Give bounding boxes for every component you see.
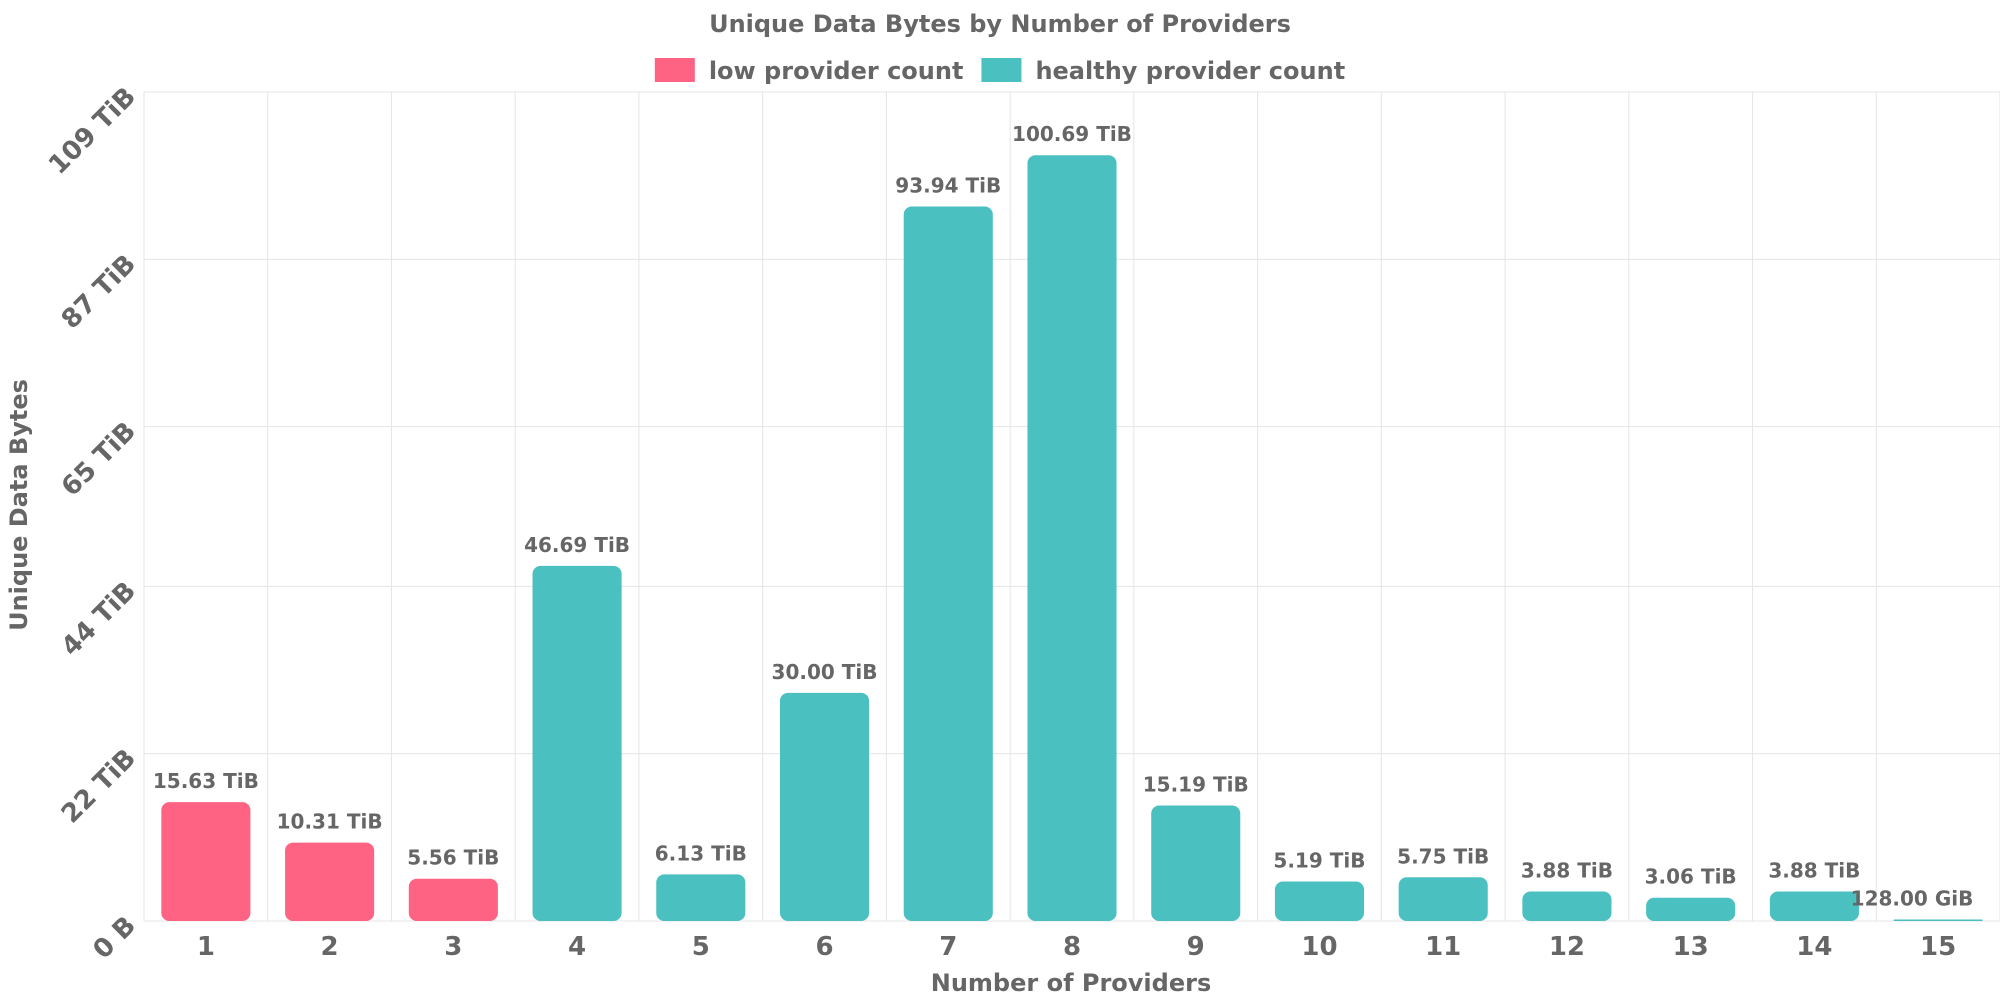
bars [161,155,1983,922]
y-axis-title: Unique Data Bytes [5,379,33,631]
bar [656,874,746,921]
bar [1151,805,1241,921]
bar [285,842,375,921]
data-label: 46.69 TiB [524,533,630,557]
legend: low provider count healthy provider count [654,57,1345,85]
data-label: 3.06 TiB [1645,865,1737,889]
x-tick-label: 13 [1673,932,1709,962]
x-tick-label: 12 [1549,932,1585,962]
data-label: 3.88 TiB [1768,858,1860,882]
x-axis-ticks: 1 2 3 4 5 6 7 8 9 10 11 12 13 14 15 [197,932,1956,962]
x-tick-label: 6 [815,932,833,962]
data-label: 6.13 TiB [655,841,747,865]
bar [779,692,870,921]
x-tick-label: 7 [939,932,957,962]
data-label: 30.00 TiB [772,660,878,684]
bar [1893,919,1983,921]
data-label: 5.56 TiB [407,846,499,870]
bar [1769,891,1859,921]
bar [1274,881,1365,921]
y-axis-ticks: 0 B 22 TiB 44 TiB 65 TiB 87 TiB 109 TiB [43,82,142,965]
x-tick-label: 11 [1425,932,1461,962]
legend-label: low provider count [709,57,964,85]
data-label: 5.75 TiB [1397,844,1489,868]
bar [161,802,251,921]
y-tick-label: 0 B [88,911,142,965]
legend-label: healthy provider count [1035,57,1345,85]
bar [1522,891,1612,921]
data-label: 100.69 TiB [1012,122,1132,146]
chart-title: Unique Data Bytes by Number of Providers [709,10,1291,38]
data-label: 93.94 TiB [895,174,1001,198]
y-tick-label: 65 TiB [56,416,142,502]
x-tick-label: 2 [321,932,339,962]
x-tick-label: 9 [1187,932,1205,962]
x-tick-label: 4 [568,932,586,962]
data-label: 3.88 TiB [1521,858,1613,882]
bar [1027,155,1117,922]
x-tick-label: 3 [444,932,462,962]
data-label: 15.63 TiB [153,769,259,793]
x-tick-label: 1 [197,932,215,962]
x-tick-label: 5 [692,932,710,962]
x-tick-label: 8 [1063,932,1081,962]
data-label: 15.19 TiB [1143,772,1249,796]
y-tick-label: 87 TiB [56,249,142,335]
y-tick-label: 22 TiB [56,743,142,829]
x-tick-label: 14 [1796,932,1832,962]
data-label: 5.19 TiB [1273,849,1365,873]
x-axis-title: Number of Providers [931,969,1211,997]
data-labels: 15.63 TiB 10.31 TiB 5.56 TiB 46.69 TiB 6.13 … [153,122,1973,910]
data-label: 128.00 GiB [1851,887,1974,911]
legend-swatch [654,58,695,82]
bar [903,206,993,922]
bar [1398,877,1488,921]
bar [408,878,498,921]
y-tick-label: 109 TiB [43,82,142,181]
x-tick-label: 15 [1920,932,1956,962]
legend-swatch [981,58,1022,82]
bar [532,565,622,921]
y-tick-label: 44 TiB [56,576,142,662]
data-label: 10.31 TiB [277,810,383,834]
bar [1646,897,1736,921]
x-tick-label: 10 [1301,932,1337,962]
